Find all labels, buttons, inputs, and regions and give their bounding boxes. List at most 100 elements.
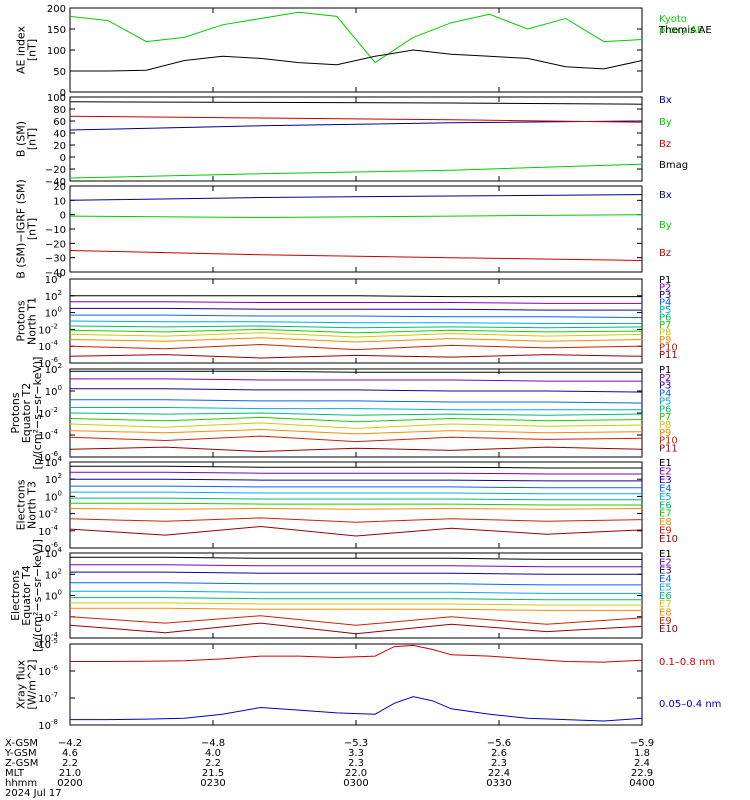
y-tick-label: 104 <box>45 455 63 469</box>
legend-label: E8 <box>659 517 672 528</box>
legend-label: E4 <box>659 483 672 494</box>
series-line-themis-ae <box>70 49 642 72</box>
legend-label: P5 <box>659 305 671 316</box>
series-line-bz <box>70 115 642 123</box>
series-line-0-1-0-8-nm <box>70 644 642 663</box>
y-tick-label: 80 <box>53 105 66 116</box>
b-sm-igrf-panel: −40 −30 −20 −10 0 10 20 B (SM)−IGRF (SM)[nT] Bx B… <box>15 179 672 279</box>
series-line-p4 <box>70 399 642 404</box>
ephemeris-row-label: Z-GSM <box>5 758 38 769</box>
legend-label: P1 <box>659 275 671 286</box>
y-axis-label: [e/(cm²−s−sr−keV)] <box>31 539 44 652</box>
y-tick-label: 10-4 <box>38 339 58 353</box>
y-tick-label: 20 <box>53 182 66 193</box>
legend-label: P8 <box>659 420 671 431</box>
legend-label: P11 <box>659 444 678 455</box>
y-axis-label: [W/m^2] <box>26 659 39 709</box>
legend-label: E7 <box>659 509 672 520</box>
series-line-e7 <box>70 502 642 506</box>
y-axis-label: Electrons <box>9 570 22 621</box>
series-line-p2 <box>70 301 642 304</box>
series-line-p3 <box>70 307 642 311</box>
y-tick-label: 102 <box>45 567 62 581</box>
series-line-p4 <box>70 314 642 319</box>
y-tick-label: 100 <box>47 46 66 57</box>
series-line-e5 <box>70 590 642 594</box>
series-line-p2 <box>70 378 642 382</box>
ephemeris-value: 2.6 <box>491 748 507 759</box>
ephemeris-row-label: hhmm <box>5 778 37 789</box>
ephemeris-value: 2.3 <box>491 758 507 769</box>
series-line-e6 <box>70 597 642 601</box>
legend-label: 0.05–0.4 nm <box>659 699 721 710</box>
series-line-e7 <box>70 602 642 606</box>
series-line-e1 <box>70 465 642 469</box>
y-axis-label: AE index <box>15 25 28 74</box>
legend-label: P2 <box>659 373 671 384</box>
y-tick-label: −40 <box>45 268 66 279</box>
legend-label: E3 <box>659 475 672 486</box>
y-tick-label: 104 <box>45 546 63 560</box>
y-axis-label: Equator T2 <box>20 383 33 443</box>
legend-label: Bx <box>659 190 672 201</box>
legend-label: E7 <box>659 599 672 610</box>
legend-label: E8 <box>659 607 672 618</box>
y-tick-label: 10-6 <box>38 664 58 678</box>
legend-label: P7 <box>659 412 671 423</box>
legend-label: P11 <box>659 350 678 361</box>
ephemeris-value: 3.3 <box>348 748 364 759</box>
y-tick-label: 150 <box>47 25 66 36</box>
legend-label: P6 <box>659 312 671 323</box>
series-line-p6 <box>70 412 642 416</box>
y-tick-label: 10-2 <box>38 507 58 521</box>
legend-label: P4 <box>659 389 671 400</box>
ephemeris-row-label: X-GSM <box>5 738 38 749</box>
y-axis-label: B (SM)−IGRF (SM) <box>15 179 28 279</box>
ephemeris-value: 2.2 <box>205 758 221 769</box>
ephemeris-value: 2.3 <box>348 758 364 769</box>
panel-frame <box>69 278 643 364</box>
ephemeris-value: 0200 <box>57 778 82 789</box>
legend-label: P4 <box>659 297 671 308</box>
legend-label: P10 <box>659 436 678 447</box>
ephemeris-value: 21.0 <box>59 768 81 779</box>
y-axis-label: Electrons <box>15 479 28 530</box>
y-axis-label: [nT] <box>26 39 39 61</box>
panel-frame <box>69 368 643 458</box>
y-tick-label: 102 <box>45 362 62 376</box>
legend-label: E2 <box>659 557 672 568</box>
y-tick-label: 100 <box>45 384 62 398</box>
legend-label: E9 <box>659 616 672 627</box>
y-tick-label: −20 <box>45 165 66 176</box>
y-tick-label: 10 <box>53 196 66 207</box>
y-tick-label: −10 <box>45 225 66 236</box>
y-tick-label: 100 <box>45 589 62 603</box>
legend-label: Bmag <box>659 160 688 171</box>
ephemeris-value: 2.2 <box>62 758 78 769</box>
ephemeris-value: −4.8 <box>201 738 225 749</box>
legend-label: P9 <box>659 428 671 439</box>
y-tick-label: 10-7 <box>38 691 58 705</box>
y-tick-label: 102 <box>45 289 62 303</box>
legend-label: E6 <box>659 500 672 511</box>
legend-label: Bz <box>659 139 671 150</box>
y-tick-label: 100 <box>47 93 66 104</box>
series-line-p9 <box>70 337 642 343</box>
series-line-kyoto-proxy-ae <box>70 11 642 64</box>
legend-label: P10 <box>659 342 678 353</box>
ephemeris-value: 21.5 <box>202 768 224 779</box>
series-line-bmag <box>70 101 642 105</box>
legend-label: E10 <box>659 534 678 545</box>
legend-label: P6 <box>659 404 671 415</box>
legend-label: E9 <box>659 526 672 537</box>
y-tick-label: 100 <box>45 489 62 503</box>
ephemeris-value: −4.2 <box>58 738 82 749</box>
y-tick-label: 0 <box>60 153 66 164</box>
ephemeris-value: 2.4 <box>634 758 650 769</box>
y-axis-label: North T3 <box>26 481 39 529</box>
ephemeris-value: 0230 <box>200 778 225 789</box>
series-line-by <box>70 214 642 219</box>
series-line-e4 <box>70 582 642 586</box>
series-line-bx <box>70 194 642 201</box>
